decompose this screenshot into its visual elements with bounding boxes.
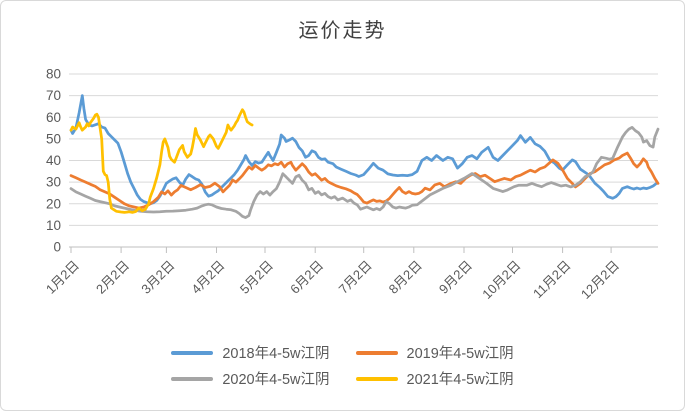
y-axis-label: 60 xyxy=(46,110,61,125)
x-axis-label: 5月2日 xyxy=(237,258,276,297)
legend-label: 2021年4-5w江阴 xyxy=(406,372,514,388)
x-axis-label: 8月2日 xyxy=(386,258,425,297)
x-axis-label: 10月2日 xyxy=(479,258,523,302)
x-axis-label: 9月2日 xyxy=(436,258,475,297)
legend-row: 2020年4-5w江阴 2021年4-5w江阴 xyxy=(171,368,514,389)
chart-title[interactable]: 运价走势 xyxy=(298,20,387,42)
legend-label: 2018年4-5w江阴 xyxy=(222,346,330,362)
legend-item-2021[interactable]: 2021年4-5w江阴 xyxy=(355,368,514,389)
x-axis-label: 2月2日 xyxy=(93,258,132,297)
x-axis-label: 7月2日 xyxy=(336,258,375,297)
y-axis-label: 70 xyxy=(46,88,61,103)
legend-item-2019[interactable]: 2019年4-5w江阴 xyxy=(355,342,514,363)
y-axis-label: 40 xyxy=(46,153,61,168)
chart-legend: 2018年4-5w江阴 2019年4-5w江阴 2020年4-5w江阴 2021年4-… xyxy=(1,342,684,389)
legend-item-2018[interactable]: 2018年4-5w江阴 xyxy=(171,342,330,363)
line-chart-plot-area: 0 10 20 30 40 50 60 70 80 1月2日 2月2日 3月2日 4月2日 5月2日 6月2… xyxy=(43,67,660,302)
y-axis-label: 0 xyxy=(53,240,61,255)
legend-item-2020[interactable]: 2020年4-5w江阴 xyxy=(171,368,330,389)
legend-label: 2020年4-5w江阴 xyxy=(222,372,330,388)
series-line-2019[interactable] xyxy=(69,151,660,210)
x-axis-label: 4月2日 xyxy=(188,258,227,297)
legend-line-swatch xyxy=(171,376,214,381)
y-axis-label: 50 xyxy=(46,131,61,146)
legend-label: 2019年4-5w江阴 xyxy=(406,346,514,362)
x-axis-label: 1月2日 xyxy=(43,258,82,297)
x-axis-label: 12月2日 xyxy=(578,258,622,302)
legend-row: 2018年4-5w江阴 2019年4-5w江阴 xyxy=(171,342,514,363)
x-axis-label: 3月2日 xyxy=(138,258,177,297)
series-line-2021[interactable] xyxy=(69,108,254,214)
legend-line-swatch xyxy=(355,350,398,355)
legend-line-swatch xyxy=(355,376,398,381)
y-axis-label: 80 xyxy=(46,67,61,82)
series-line-2020[interactable] xyxy=(69,126,660,219)
y-axis-label: 30 xyxy=(46,175,61,190)
y-axis-label: 10 xyxy=(46,218,61,233)
x-axis-label: 6月2日 xyxy=(287,258,326,297)
y-axis-label: 20 xyxy=(46,196,61,211)
x-axis-label: 11月2日 xyxy=(530,258,574,302)
legend-line-swatch xyxy=(171,350,214,355)
